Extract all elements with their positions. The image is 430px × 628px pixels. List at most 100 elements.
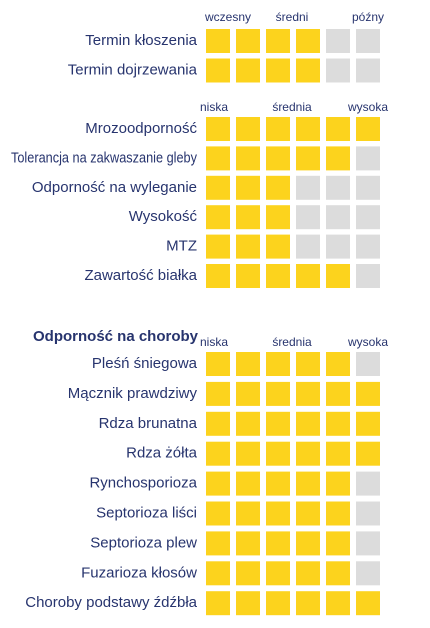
- filled-square: [326, 531, 350, 556]
- row-label: Odporność na wyleganie: [32, 179, 197, 196]
- filled-square: [266, 29, 290, 53]
- row-label: MTZ: [166, 238, 197, 255]
- filled-square: [326, 441, 350, 466]
- filled-square: [296, 264, 320, 288]
- filled-square: [236, 175, 260, 200]
- filled-square: [266, 117, 290, 141]
- filled-square: [296, 411, 320, 436]
- filled-square: [266, 561, 290, 586]
- filled-square: [236, 58, 260, 83]
- filled-square: [266, 441, 290, 466]
- filled-square: [266, 501, 290, 526]
- empty-square: [326, 29, 350, 53]
- scale-label: niska: [200, 335, 228, 349]
- empty-square: [296, 205, 320, 230]
- filled-square: [236, 441, 260, 466]
- filled-square: [206, 234, 230, 259]
- filled-square: [296, 561, 320, 586]
- filled-square: [326, 381, 350, 406]
- filled-square: [266, 234, 290, 259]
- empty-square: [356, 352, 380, 376]
- filled-square: [266, 264, 290, 288]
- empty-square: [356, 531, 380, 556]
- empty-square: [356, 29, 380, 53]
- filled-square: [326, 352, 350, 376]
- scale-label: wysoka: [347, 100, 388, 114]
- row-label: Rdza brunatna: [99, 415, 198, 432]
- empty-square: [356, 205, 380, 230]
- empty-square: [356, 58, 380, 83]
- row-label: Septorioza plew: [90, 534, 197, 551]
- filled-square: [296, 381, 320, 406]
- filled-square: [296, 117, 320, 141]
- filled-square: [266, 146, 290, 171]
- empty-square: [356, 264, 380, 288]
- row-label: Rynchosporioza: [89, 475, 197, 492]
- filled-square: [296, 501, 320, 526]
- filled-square: [206, 501, 230, 526]
- filled-square: [236, 234, 260, 259]
- filled-square: [266, 205, 290, 230]
- scale-label: średnia: [272, 100, 312, 114]
- filled-square: [206, 29, 230, 53]
- filled-square: [356, 591, 380, 616]
- empty-square: [356, 146, 380, 171]
- row-label: Wysokość: [129, 208, 198, 225]
- row-label: Termin dojrzewania: [68, 61, 198, 78]
- row-label: Septorioza liści: [96, 504, 197, 521]
- filled-square: [236, 117, 260, 141]
- filled-square: [206, 381, 230, 406]
- filled-square: [356, 117, 380, 141]
- filled-square: [266, 352, 290, 376]
- filled-square: [326, 117, 350, 141]
- empty-square: [326, 175, 350, 200]
- filled-square: [356, 381, 380, 406]
- filled-square: [236, 471, 260, 496]
- row-label: Mrozoodporność: [85, 120, 197, 137]
- filled-square: [296, 441, 320, 466]
- filled-square: [206, 591, 230, 616]
- filled-square: [206, 561, 230, 586]
- filled-square: [236, 146, 260, 171]
- empty-square: [296, 234, 320, 259]
- filled-square: [236, 501, 260, 526]
- filled-square: [266, 531, 290, 556]
- filled-square: [326, 264, 350, 288]
- filled-square: [236, 561, 260, 586]
- filled-square: [266, 381, 290, 406]
- filled-square: [236, 264, 260, 288]
- empty-square: [356, 175, 380, 200]
- empty-square: [356, 471, 380, 496]
- filled-square: [206, 471, 230, 496]
- empty-square: [356, 234, 380, 259]
- filled-square: [266, 411, 290, 436]
- filled-square: [266, 58, 290, 83]
- filled-square: [236, 381, 260, 406]
- filled-square: [206, 205, 230, 230]
- row-label: Pleśń śniegowa: [92, 355, 198, 372]
- filled-square: [326, 501, 350, 526]
- filled-square: [326, 471, 350, 496]
- scale-label: późny: [352, 10, 384, 24]
- empty-square: [296, 175, 320, 200]
- scale-label: niska: [200, 100, 228, 114]
- filled-square: [356, 411, 380, 436]
- filled-square: [356, 441, 380, 466]
- filled-square: [296, 146, 320, 171]
- filled-square: [296, 471, 320, 496]
- scale-label: wysoka: [347, 335, 388, 349]
- scale-label: średni: [276, 10, 309, 24]
- filled-square: [236, 205, 260, 230]
- row-label: Choroby podstawy źdźbła: [25, 594, 197, 611]
- filled-square: [296, 531, 320, 556]
- filled-square: [206, 411, 230, 436]
- filled-square: [296, 29, 320, 53]
- filled-square: [296, 58, 320, 83]
- scale-label: średnia: [272, 335, 312, 349]
- section-title: Odporność na choroby: [33, 328, 199, 345]
- filled-square: [206, 146, 230, 171]
- empty-square: [356, 501, 380, 526]
- filled-square: [236, 591, 260, 616]
- filled-square: [296, 352, 320, 376]
